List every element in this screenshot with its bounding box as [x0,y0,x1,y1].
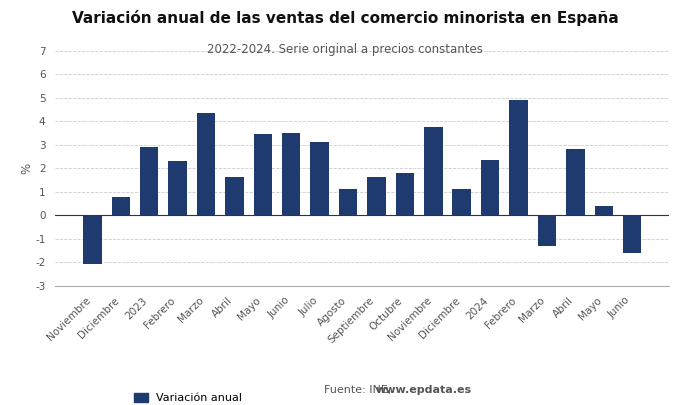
Bar [83,215,101,264]
Bar [140,147,159,215]
Bar [481,160,500,215]
Bar [395,173,414,215]
Bar [566,149,584,215]
Legend: Variación anual: Variación anual [130,388,247,405]
Bar [225,177,244,215]
Bar [623,215,642,253]
Text: Fuente: INE,: Fuente: INE, [324,385,395,395]
Text: 2022-2024. Serie original a precios constantes: 2022-2024. Serie original a precios cons… [207,43,483,55]
Bar [310,142,329,215]
Bar [453,189,471,215]
Bar [595,206,613,215]
Bar [254,134,272,215]
Text: www.epdata.es: www.epdata.es [376,385,472,395]
Bar [367,177,386,215]
Bar [509,100,528,215]
Bar [282,133,300,215]
Y-axis label: %: % [21,162,34,174]
Bar [339,189,357,215]
Bar [112,198,130,215]
Bar [538,215,556,245]
Bar [168,161,187,215]
Bar [424,127,442,215]
Text: Variación anual de las ventas del comercio minorista en España: Variación anual de las ventas del comerc… [72,10,618,26]
Bar [197,113,215,215]
